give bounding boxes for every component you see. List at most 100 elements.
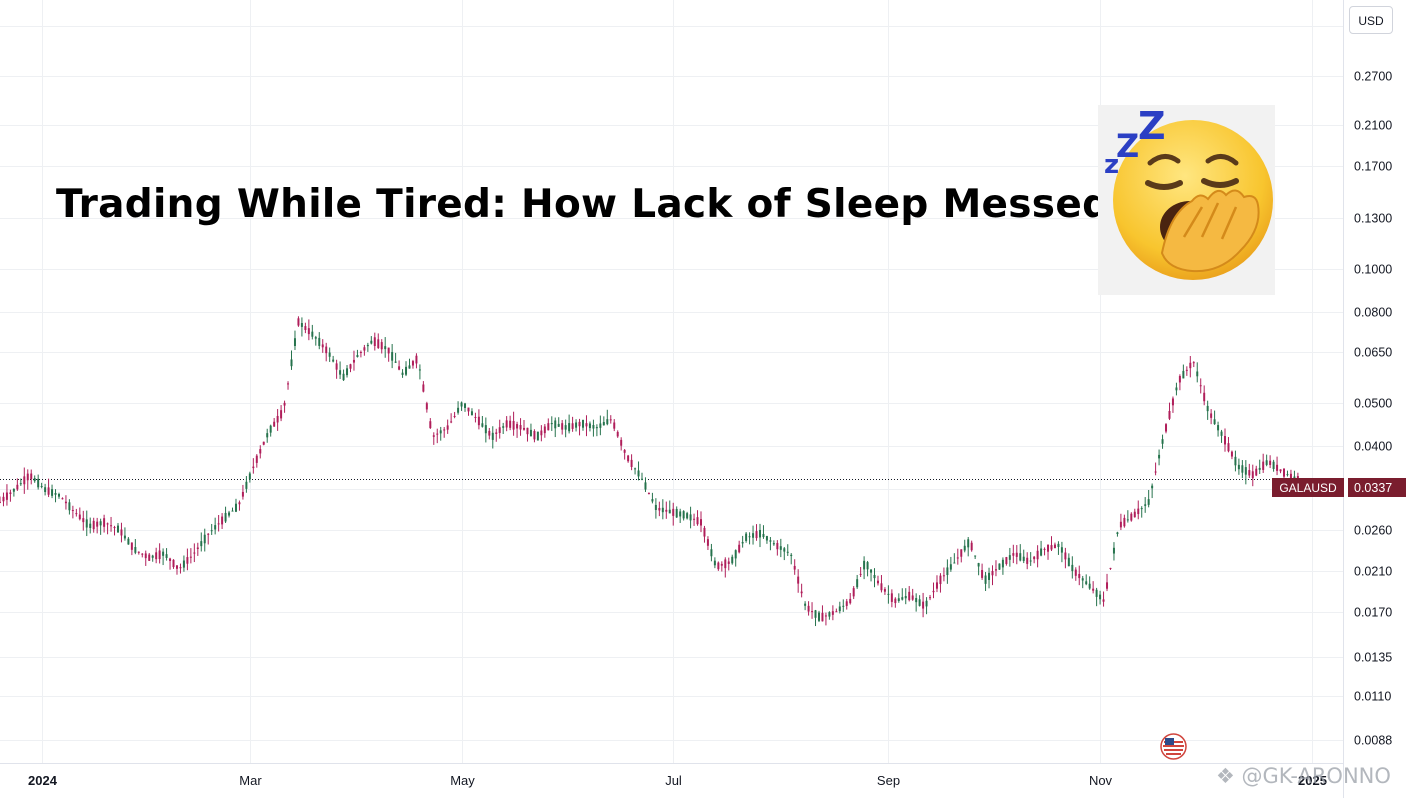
candle-body — [627, 455, 630, 462]
us-flag-icon[interactable] — [1160, 733, 1187, 760]
candle-body — [1154, 471, 1157, 473]
candle-body — [377, 339, 380, 348]
candle-body — [196, 547, 199, 549]
candle-body — [1057, 543, 1060, 547]
yawning-face-zzz-icon: z Z Z — [1098, 105, 1275, 295]
candle-body — [1206, 405, 1209, 412]
candle-body — [1196, 371, 1199, 377]
candle-body — [925, 600, 928, 607]
candle-body — [1078, 573, 1081, 579]
candle-body — [699, 519, 702, 526]
candle-body — [578, 421, 581, 427]
svg-text:Z: Z — [1116, 127, 1139, 165]
candle-body — [127, 538, 130, 545]
price-axis[interactable]: 0.35000.27000.21000.17000.13000.10000.08… — [1354, 20, 1392, 748]
candle-body — [797, 576, 800, 584]
candle-body — [290, 359, 293, 367]
candle-body — [575, 422, 578, 428]
candle-body — [1213, 419, 1216, 425]
symbol-price-label[interactable]: GALAUSD 0.0337 — [1272, 478, 1406, 497]
candle-body — [1203, 392, 1206, 402]
candle-body — [1026, 557, 1029, 564]
candle-body — [307, 328, 310, 335]
candle-body — [224, 512, 227, 522]
candle-body — [939, 575, 942, 585]
candle-body — [637, 470, 640, 477]
candle-body — [144, 553, 147, 559]
candle-body — [359, 351, 362, 353]
candle-body — [741, 542, 744, 544]
candle-body — [689, 514, 692, 521]
candle-body — [696, 517, 699, 525]
candle-body — [571, 423, 574, 429]
candle-body — [880, 583, 883, 591]
candle-body — [141, 553, 144, 555]
candle-body — [1158, 454, 1161, 459]
x-tick-label: May — [450, 773, 475, 788]
candle-body — [533, 431, 536, 440]
candle-body — [1161, 439, 1164, 444]
candle-body — [703, 527, 706, 537]
candle-body — [835, 611, 838, 613]
candle-body — [634, 468, 637, 470]
candle-body — [134, 547, 137, 553]
candle-body — [1286, 474, 1289, 476]
candle-body — [439, 430, 442, 434]
candle-body — [252, 466, 255, 469]
candle-body — [1085, 581, 1088, 585]
candle-body — [974, 555, 977, 557]
candle-body — [679, 511, 682, 517]
candle-body — [401, 372, 404, 375]
candle-body — [970, 542, 973, 551]
candle-body — [162, 551, 165, 556]
candle-body — [505, 420, 508, 428]
y-tick-label: 0.0260 — [1354, 524, 1392, 538]
candle-body — [582, 419, 585, 428]
candle-body — [502, 426, 505, 428]
candle-body — [429, 421, 432, 428]
candle-body — [179, 567, 182, 569]
candle-body — [1130, 513, 1133, 521]
candle-body — [318, 337, 321, 346]
symbol-label-bg — [1272, 478, 1344, 497]
candle-body — [92, 520, 95, 530]
last-price-value: 0.0337 — [1354, 481, 1392, 495]
symbol-name: GALAUSD — [1279, 481, 1337, 495]
time-axis[interactable]: 2024 Mar May Jul Sep Nov 2025 — [28, 773, 1327, 788]
candle-body — [1022, 556, 1025, 561]
candle-body — [1227, 443, 1230, 452]
candle-body — [200, 541, 203, 547]
candle-body — [450, 421, 453, 423]
candle-body — [668, 509, 671, 514]
candle-body — [231, 510, 234, 512]
candle-body — [40, 485, 43, 487]
candle-body — [1192, 362, 1195, 364]
candle-body — [1272, 461, 1275, 469]
candle-body — [411, 361, 414, 366]
candle-body — [866, 562, 869, 570]
currency-selector[interactable]: USD — [1349, 6, 1393, 34]
candle-body — [214, 525, 217, 530]
svg-text:z: z — [1104, 150, 1119, 180]
candle-body — [592, 425, 595, 429]
candle-body — [776, 542, 779, 550]
candle-body — [262, 441, 265, 445]
candle-body — [172, 559, 175, 568]
x-tick-label: 2024 — [28, 773, 58, 788]
candle-body — [460, 402, 463, 407]
candle-body — [942, 575, 945, 577]
candle-body — [519, 425, 522, 430]
candle-body — [1175, 387, 1178, 391]
candle-body — [710, 549, 713, 557]
candle-body — [321, 344, 324, 348]
candle-body — [245, 481, 248, 489]
candle-body — [1137, 508, 1140, 515]
candle-body — [682, 511, 685, 519]
candle-body — [738, 544, 741, 553]
candle-body — [897, 598, 900, 601]
candle-body — [588, 423, 591, 429]
candle-body — [283, 402, 286, 406]
candle-body — [1237, 464, 1240, 470]
candle-body — [255, 455, 258, 463]
